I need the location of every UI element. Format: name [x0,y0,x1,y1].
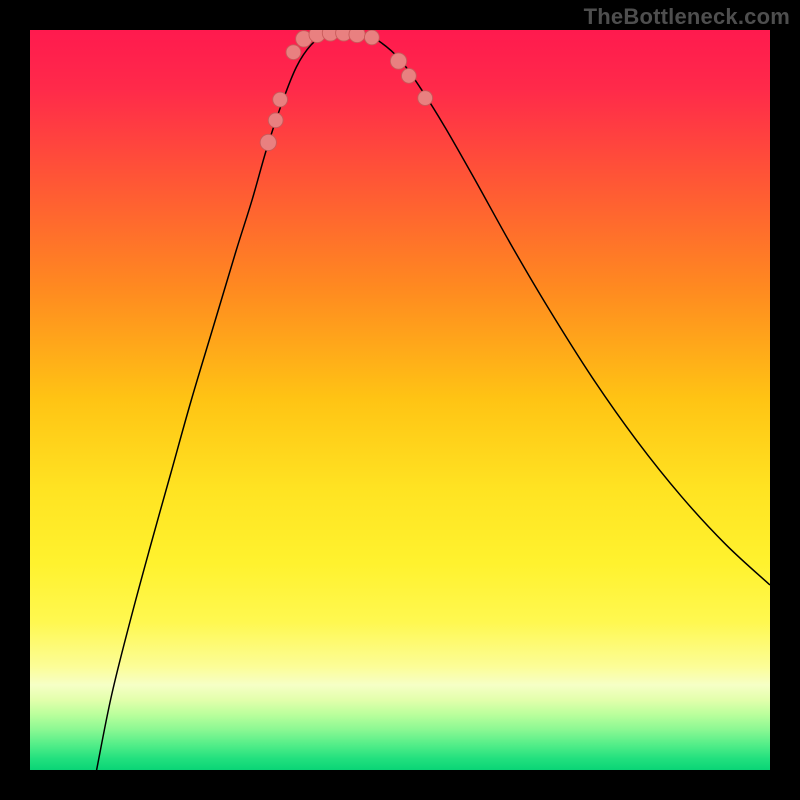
data-marker [390,53,406,69]
data-marker [349,30,365,43]
data-marker [401,68,416,83]
data-marker [286,45,301,60]
chart-outer-frame: TheBottleneck.com [0,0,800,800]
plot-svg [30,30,770,770]
data-marker [418,91,433,106]
watermark-text: TheBottleneck.com [584,4,790,30]
gradient-background [30,30,770,770]
data-marker [268,113,283,128]
plot-area [30,30,770,770]
data-marker [364,30,379,45]
data-marker [260,134,276,150]
data-marker [273,92,288,107]
